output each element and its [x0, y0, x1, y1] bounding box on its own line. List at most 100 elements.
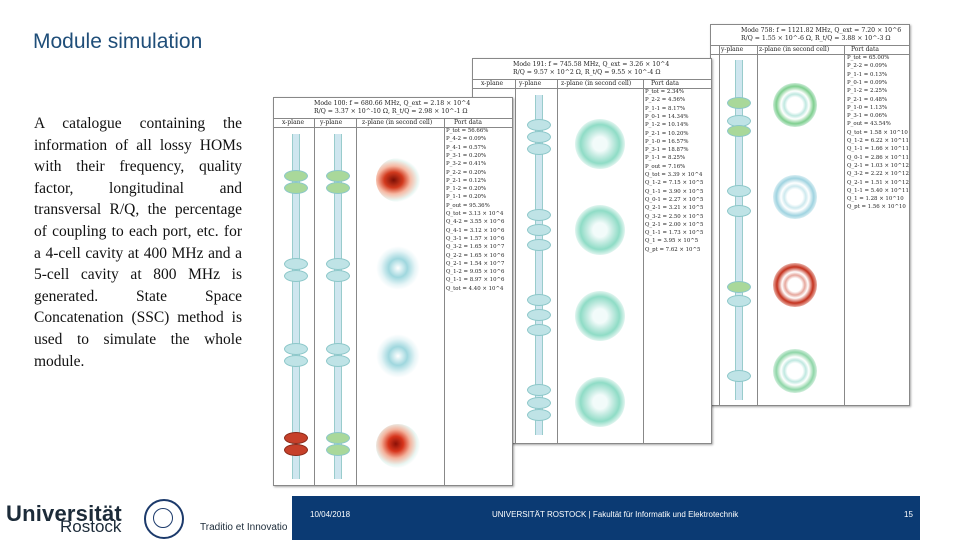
port-data-line: Q_3-2 = 1.65 × 10^7	[446, 244, 505, 251]
port-data-line: Q_2-1 = 3.21 × 10^5	[645, 205, 704, 212]
mode-panel-back: Mode 758: f = 1121.82 MHz, Q_ext = 7.20 …	[710, 24, 910, 406]
panel-header-line2: R/Q = 9.57 × 10^2 Ω, R_t/Q = 9.55 × 10^-…	[513, 69, 661, 76]
port-data-line: Q_2-1 = 2.00 × 10^5	[645, 221, 704, 228]
port-data-line: Q_3-2 = 2.50 × 10^5	[645, 213, 704, 220]
port-data-line: Q_1-2 = 7.15 × 10^5	[645, 180, 704, 187]
port-data-line: Q_0-1 = 2.86 × 10^11	[847, 154, 909, 161]
panel-header-line1: Mode 191: f = 745.58 MHz, Q_ext = 3.26 ×…	[513, 61, 670, 68]
port-data-line: P_1-0 = 1.13%	[847, 104, 888, 111]
mode-pattern-ring	[773, 83, 817, 127]
port-data-line: P_4-1 = 0.57%	[446, 144, 487, 151]
port-data-line: Q_tot = 3.39 × 10^4	[645, 172, 703, 178]
port-data-line: Q_1 = 1.28 × 10^10	[847, 196, 904, 203]
port-data-line: Q_1-1 = 1.66 × 10^11	[847, 146, 909, 153]
mode-pattern-dipole	[376, 158, 420, 202]
port-data-line: P_1-2 = 10.14%	[645, 122, 689, 129]
port-data-line: P_3-1 = 0.20%	[446, 152, 487, 159]
port-data-line: P_2-1 = 0.12%	[446, 177, 487, 184]
col-y-plane: y-plane	[519, 80, 542, 87]
panel-header-line2: R/Q = 1.55 × 10^-6 Ω, R_t/Q = 3.88 × 10^…	[741, 35, 891, 42]
port-data-line: Q_tot = 1.58 × 10^10	[847, 129, 908, 136]
panel-header-line2: R/Q = 3.37 × 10^-10 Ω, R_t/Q = 2.98 × 10…	[314, 108, 468, 115]
port-data-line: Q_2-1 = 1.51 × 10^12	[847, 179, 909, 186]
col-port-data: Port data	[651, 80, 679, 87]
col-z-plane: z-plane (in second cell)	[362, 119, 433, 126]
port-data-line: P_2-2 = 0.09%	[847, 63, 888, 70]
port-data-line: Q_tot = 3.13 × 10^4	[446, 211, 504, 217]
university-logo: Universität Rostock Traditio et Innovati…	[6, 499, 291, 539]
panel-header-line1: Mode 100: f = 680.66 MHz, Q_ext = 2.18 ×…	[314, 100, 471, 107]
col-x-plane: x-plane	[481, 80, 504, 87]
port-data-line: P_1-2 = 2.25%	[847, 88, 888, 95]
university-seal-icon	[144, 499, 184, 539]
col-x-plane: x-plane	[282, 119, 305, 126]
port-data-line: P_2-2 = 4.56%	[645, 97, 686, 104]
port-data-line: P_0-1 = 14.34%	[645, 113, 689, 120]
logo-text-line2: Rostock	[60, 517, 122, 536]
slide-body-text: A catalogue containing the information o…	[34, 115, 242, 370]
port-data-line: P_2-2 = 0.20%	[446, 169, 487, 176]
panel-header: Mode 100: f = 680.66 MHz, Q_ext = 2.18 ×…	[274, 98, 512, 116]
mode-pattern-ring	[575, 205, 625, 255]
port-data-line: P_tot = 56.66%	[446, 128, 489, 134]
mode-pattern-ring	[773, 263, 817, 307]
port-data-line: P_4-2 = 0.09%	[446, 136, 487, 143]
port-data-line: P_3-1 = 0.06%	[847, 113, 888, 120]
col-y-plane: y-plane	[721, 46, 744, 53]
col-y-plane: y-plane	[320, 119, 343, 126]
port-data-line: Q_1-2 = 6.22 × 10^11	[847, 138, 909, 144]
port-data-line: P_1-1 = 8.17%	[645, 105, 686, 112]
mode-pattern-ring	[575, 377, 625, 427]
port-data-line: Q_1-2 = 9.05 × 10^6	[446, 269, 505, 276]
col-port-data: Port data	[454, 119, 482, 126]
port-data-line: Q_1-1 = 5.40 × 10^11	[847, 187, 909, 194]
logo-text-line1: Universität	[6, 501, 122, 526]
mode-pattern-ring	[575, 291, 625, 341]
port-data-line: Q_1 = 3.95 × 10^5	[645, 238, 699, 245]
panel-header-line1: Mode 758: f = 1121.82 MHz, Q_ext = 7.20 …	[741, 27, 902, 34]
port-data-line: Q_0-1 = 2.27 × 10^5	[645, 196, 704, 203]
mode-panel-front: Mode 100: f = 680.66 MHz, Q_ext = 2.18 ×…	[273, 97, 513, 486]
port-data-line: P_1-1 = 0.13%	[847, 71, 888, 78]
port-data-line: P_1-1 = 8.25%	[645, 155, 686, 162]
port-data-line: P_tot = 65.00%	[847, 55, 890, 61]
port-data-line: Q_4-2 = 3.55 × 10^6	[446, 219, 505, 226]
port-data-line: P_1-0 = 16.57%	[645, 138, 689, 145]
footer-institution: UNIVERSITÄT ROSTOCK | Fakultät für Infor…	[492, 510, 739, 519]
col-z-plane: z-plane (in second cell)	[759, 46, 830, 53]
port-data-line: P_2-1 = 0.48%	[847, 96, 888, 103]
port-data-line: Q_1-1 = 8.97 × 10^6	[446, 277, 505, 284]
port-data-line: Q_1-1 = 1.73 × 10^5	[645, 230, 704, 237]
port-data-line: Q_2-2 = 1.65 × 10^6	[446, 252, 505, 259]
port-data-line: P_2-1 = 10.20%	[645, 130, 689, 137]
port-data-line: Q_3-1 = 1.57 × 10^6	[446, 235, 505, 242]
col-port-data: Port data	[851, 46, 879, 53]
port-data-line: Q_3-2 = 2.22 × 10^12	[847, 171, 909, 178]
mode-pattern-ring	[575, 119, 625, 169]
footer-date: 10/04/2018	[310, 510, 351, 519]
mode-pattern-ring	[773, 349, 817, 393]
port-data-line: P_3-2 = 0.41%	[446, 161, 487, 168]
port-data-line: P_1-2 = 0.20%	[446, 186, 487, 193]
footer-page-number: 15	[904, 510, 913, 519]
mode-pattern-dipole	[376, 334, 420, 378]
logo-motto: Traditio et Innovatio	[200, 522, 288, 533]
port-data-line: Q_2-1 = 1.03 × 10^12	[847, 162, 909, 169]
mode-pattern-dipole	[376, 424, 420, 468]
port-data-line: Q_4-1 = 3.12 × 10^6	[446, 227, 505, 234]
mode-pattern-ring	[773, 175, 817, 219]
slide-title: Module simulation	[33, 30, 203, 53]
port-data-line: Q_1-1 = 3.90 × 10^5	[645, 188, 704, 195]
port-data-line: Q_pt = 7.62 × 10^5	[645, 246, 701, 253]
port-data-line: P_3-1 = 18.87%	[645, 147, 689, 154]
port-data-line: P_out = 43.54%	[847, 121, 891, 128]
port-data-line: Q_pt = 1.56 × 10^10	[847, 204, 906, 211]
col-z-plane: z-plane (in second cell)	[561, 80, 632, 87]
footer-bar: 10/04/2018 UNIVERSITÄT ROSTOCK | Fakultä…	[292, 496, 920, 540]
panel-header: Mode 758: f = 1121.82 MHz, Q_ext = 7.20 …	[711, 25, 909, 43]
port-data-line: P_1-1 = 0.20%	[446, 194, 487, 201]
port-data-line: Q_tot = 4.40 × 10^4	[446, 285, 504, 292]
port-data-line: P_out = 7.16%	[645, 163, 686, 170]
port-data-line: Q_2-1 = 1.54 × 10^7	[446, 260, 505, 267]
port-data-line: P_tot = 2.34%	[645, 89, 684, 95]
